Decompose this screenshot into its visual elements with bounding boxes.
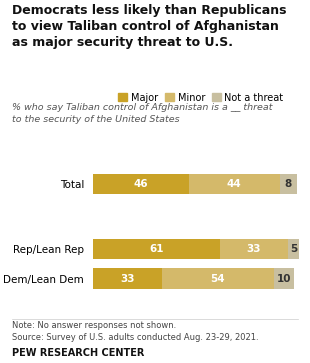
Bar — [188, 174, 280, 194]
Text: 61: 61 — [149, 244, 164, 254]
Legend: Major, Minor, Not a threat: Major, Minor, Not a threat — [114, 89, 287, 106]
Bar — [280, 174, 297, 194]
Bar — [93, 269, 162, 289]
Bar — [220, 239, 288, 259]
Text: Democrats less likely than Republicans
to view Taliban control of Afghanistan
as: Democrats less likely than Republicans t… — [12, 4, 287, 49]
Text: 33: 33 — [120, 274, 135, 284]
Text: 44: 44 — [227, 179, 241, 189]
Text: Note: No answer responses not shown.
Source: Survey of U.S. adults conducted Aug: Note: No answer responses not shown. Sou… — [12, 321, 259, 342]
Text: PEW RESEARCH CENTER: PEW RESEARCH CENTER — [12, 348, 145, 359]
Text: 54: 54 — [210, 274, 225, 284]
Bar — [162, 269, 274, 289]
Text: 8: 8 — [285, 179, 292, 189]
Text: 10: 10 — [277, 274, 291, 284]
Text: 46: 46 — [134, 179, 148, 189]
Bar — [93, 174, 188, 194]
Text: 33: 33 — [247, 244, 261, 254]
Bar — [93, 239, 220, 259]
Bar — [274, 269, 294, 289]
Bar — [288, 239, 299, 259]
Text: % who say Taliban control of Afghanistan is a __ threat
to the security of the U: % who say Taliban control of Afghanistan… — [12, 103, 273, 123]
Text: 5: 5 — [290, 244, 297, 254]
